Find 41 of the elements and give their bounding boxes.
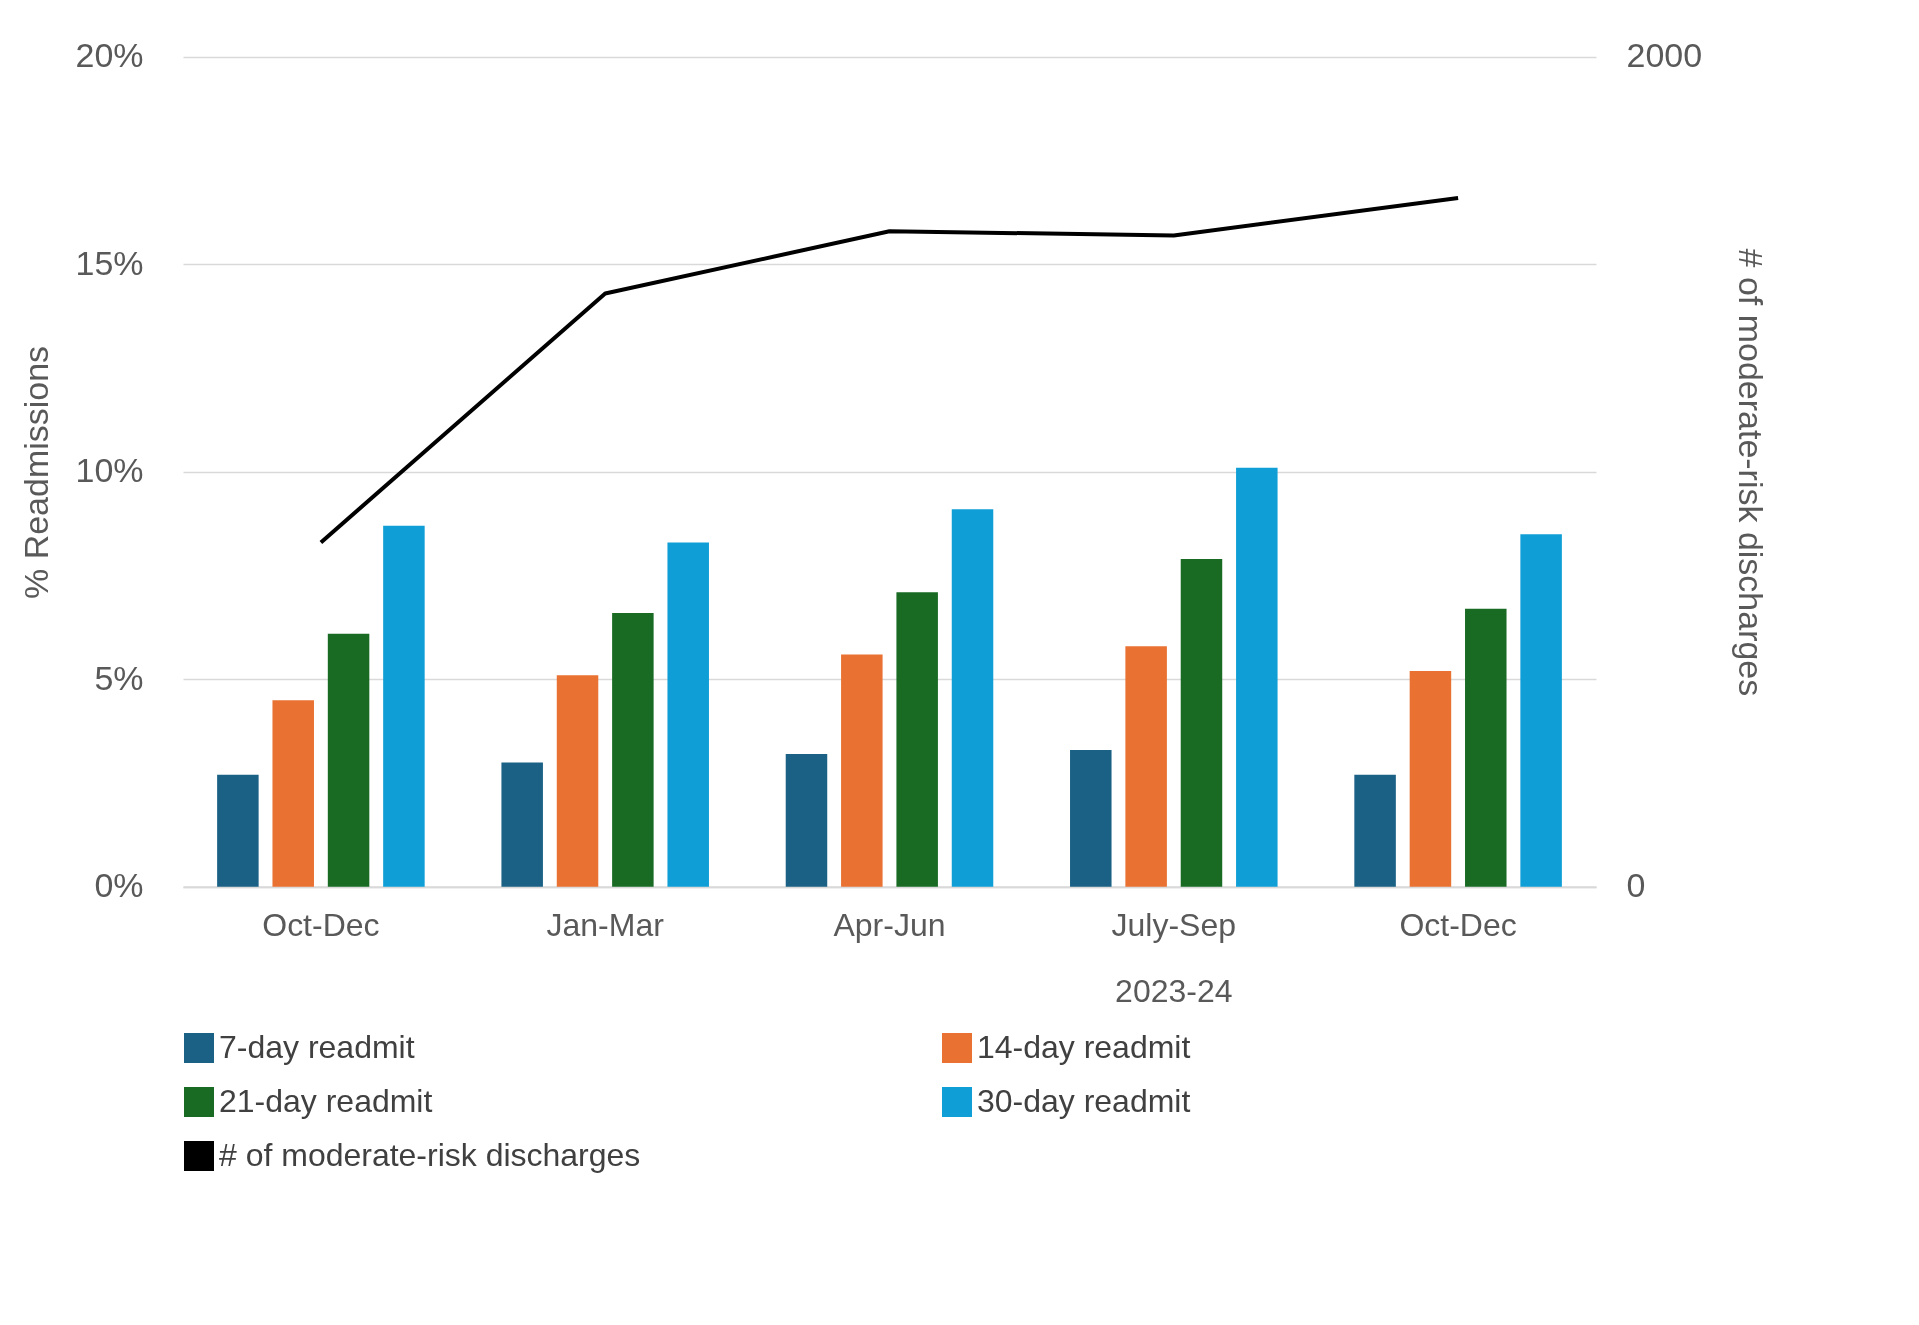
y-axis-title: % Readmissions [17, 345, 56, 599]
bar [1070, 749, 1112, 887]
bar [217, 774, 259, 887]
bar [501, 762, 543, 887]
y2-tick-label: 2000 [1626, 36, 1703, 75]
line-series [318, 196, 1461, 545]
legend-label: 7-day readmit [219, 1028, 415, 1065]
legend-label: 14-day readmit [977, 1028, 1191, 1065]
bar [1354, 774, 1396, 887]
y-tick-label: 0% [94, 866, 144, 905]
bar [667, 542, 709, 887]
bar [951, 509, 994, 887]
bar [841, 654, 883, 887]
y-tick-label: 20% [75, 36, 144, 75]
bar [556, 675, 599, 887]
bar [612, 613, 654, 887]
bar [327, 633, 370, 887]
y-tick-label: 10% [75, 451, 144, 490]
bar [1236, 467, 1278, 887]
x-tick-label: July-Sep [1111, 907, 1237, 944]
legend-label: # of moderate-risk discharges [219, 1136, 641, 1173]
bar [272, 700, 314, 887]
bar [896, 592, 938, 887]
bar [1520, 534, 1562, 887]
y-tick-label: 5% [94, 658, 144, 697]
legend-label: 21-day readmit [219, 1082, 433, 1119]
bar [1180, 559, 1223, 887]
bar [1125, 646, 1167, 887]
x-tick-label: Jan-Mar [546, 907, 665, 944]
x-tick-label: Apr-Jun [833, 907, 946, 944]
bar [1409, 671, 1452, 887]
bar [785, 754, 828, 887]
bar [383, 525, 425, 887]
text: 2023-24 [1115, 972, 1233, 1009]
y2-tick-label: 0 [1626, 866, 1646, 905]
x-tick-label: Oct-Dec [1399, 907, 1517, 944]
y2-axis-title: # of moderate-risk discharges [1732, 248, 1771, 697]
bar [1465, 608, 1507, 887]
x-tick-label: Oct-Dec [262, 907, 380, 944]
legend-label: 30-day readmit [977, 1082, 1191, 1119]
y-tick-label: 15% [75, 243, 144, 282]
